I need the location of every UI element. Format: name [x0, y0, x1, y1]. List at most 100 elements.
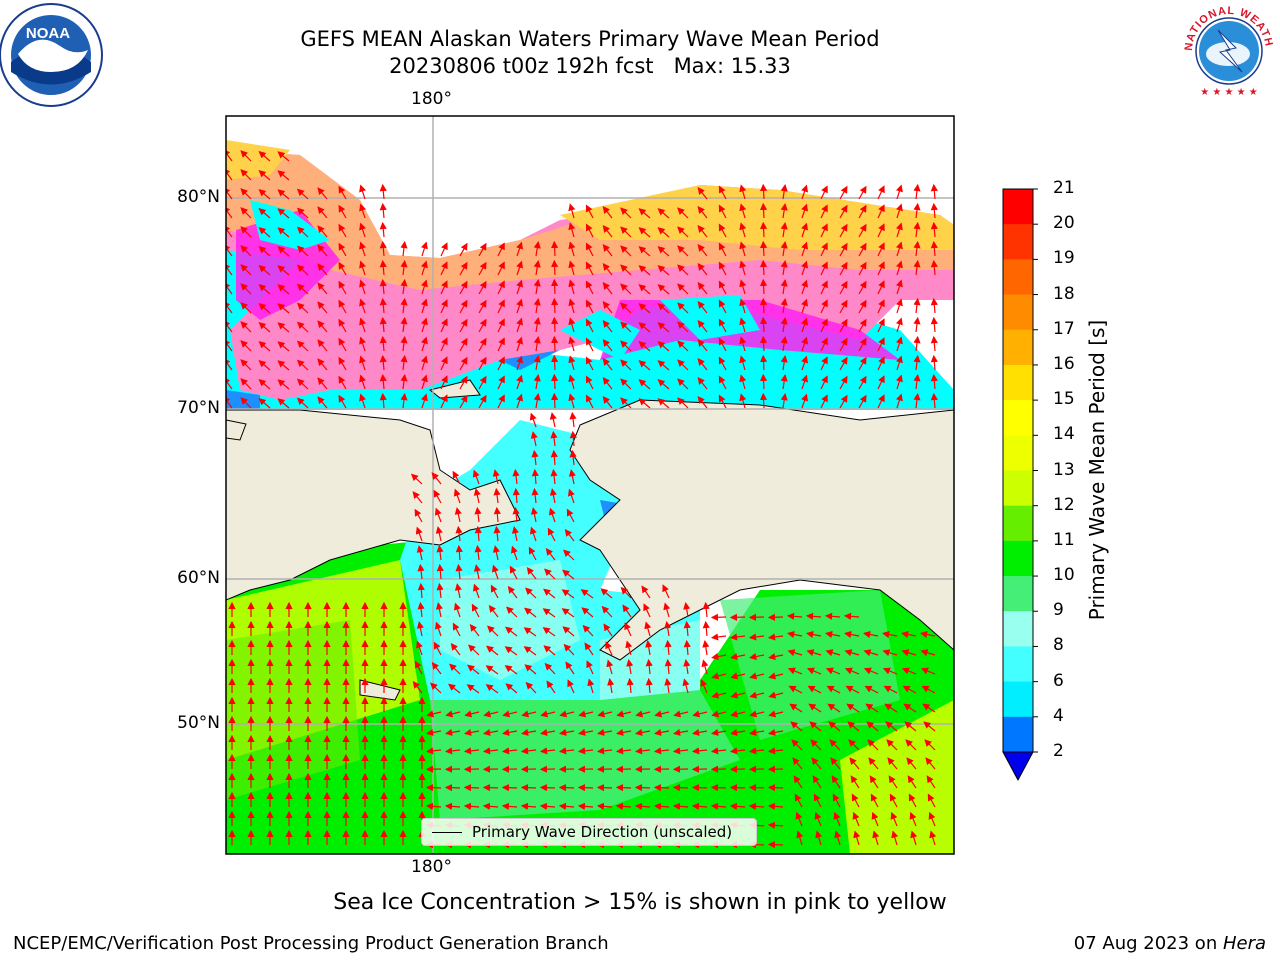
wave-arrow	[711, 672, 727, 680]
wave-arrow	[530, 507, 538, 523]
wave-arrow	[379, 240, 387, 257]
colorbar-extend-triangle	[1002, 751, 1034, 782]
wave-arrow	[226, 376, 233, 390]
wave-arrow	[820, 318, 828, 333]
wave-arrow	[551, 259, 559, 276]
wave-arrow	[839, 356, 848, 371]
wave-arrow	[895, 317, 903, 333]
wave-arrow	[433, 641, 442, 656]
wave-arrow	[683, 659, 691, 675]
wave-arrow	[511, 526, 519, 542]
wave-arrow	[226, 300, 233, 314]
wave-arrow	[895, 260, 903, 276]
wave-arrow	[711, 653, 727, 661]
wave-arrow	[739, 298, 747, 314]
wave-arrow	[820, 280, 828, 295]
wave-arrow	[416, 545, 424, 561]
wave-arrow	[296, 245, 309, 257]
wave-arrow	[585, 318, 594, 333]
wave-arrow	[780, 203, 788, 219]
wave-arrow	[815, 830, 823, 846]
wave-arrow	[868, 757, 879, 770]
wave-arrow	[759, 335, 768, 352]
wave-arrow	[226, 148, 233, 162]
wave-arrow	[780, 317, 788, 333]
wave-arrow	[542, 608, 556, 618]
wave-arrow	[925, 757, 936, 770]
wave-arrow	[497, 261, 505, 276]
wave-arrow	[677, 302, 689, 314]
wave-arrow	[416, 621, 424, 637]
wave-arrow	[546, 680, 556, 694]
wave-arrow	[827, 703, 841, 713]
colorbar	[1002, 188, 1038, 782]
wave-arrow	[478, 394, 487, 409]
wave-arrow	[697, 377, 708, 390]
colorbar-tick-label: 15	[1053, 389, 1075, 410]
wave-arrow	[869, 775, 879, 789]
wave-arrow	[533, 298, 541, 314]
wave-arrow	[620, 226, 632, 238]
wave-arrow	[865, 703, 879, 713]
wave-arrow	[780, 184, 788, 200]
wave-arrow	[615, 747, 632, 755]
wave-arrow	[811, 757, 822, 770]
wave-arrow	[434, 621, 442, 637]
wave-arrow	[882, 649, 898, 657]
lon-label-top: 180°	[411, 89, 452, 109]
wave-arrow	[359, 393, 366, 409]
wave-arrow	[587, 678, 595, 694]
wave-arrow	[787, 667, 803, 675]
wave-arrow	[643, 603, 651, 618]
wave-arrow	[767, 841, 784, 849]
wave-arrow	[561, 589, 575, 599]
wave-arrow	[620, 207, 632, 219]
wave-arrow	[767, 747, 784, 755]
wave-arrow	[449, 663, 461, 675]
wave-arrow	[615, 802, 632, 810]
wave-arrow	[478, 356, 487, 371]
wave-arrow	[543, 645, 556, 656]
wave-arrow	[277, 208, 290, 219]
wave-arrow	[497, 375, 505, 390]
wave-arrow	[240, 150, 252, 162]
wave-arrow	[832, 793, 841, 808]
wave-arrow	[420, 279, 428, 295]
wave-arrow	[420, 260, 428, 276]
wave-arrow	[812, 775, 822, 789]
wave-arrow	[739, 241, 747, 257]
wave-arrow	[858, 185, 867, 200]
wave-arrow	[258, 398, 271, 409]
wave-arrow	[620, 264, 632, 276]
wave-arrow	[277, 303, 290, 314]
colorbar-tick-label: 11	[1053, 529, 1075, 550]
wave-arrow	[820, 261, 828, 276]
wave-arrow	[701, 659, 709, 675]
wave-arrow	[478, 299, 487, 314]
wave-arrow	[414, 508, 423, 523]
wave-arrow	[603, 623, 613, 637]
wave-arrow	[839, 204, 848, 219]
wave-arrow	[568, 393, 576, 409]
wave-arrow	[844, 649, 860, 657]
wave-arrow	[903, 703, 917, 713]
wave-arrow	[464, 728, 480, 736]
wave-arrow	[400, 373, 408, 390]
wave-arrow	[877, 280, 885, 295]
wave-arrow	[473, 564, 481, 580]
wave-arrow	[853, 830, 861, 846]
wave-arrow	[338, 242, 347, 257]
wave-arrow	[718, 261, 727, 276]
wave-arrow	[426, 710, 442, 718]
wave-arrow	[525, 587, 537, 599]
colorbar-tick-label: 8	[1053, 635, 1064, 656]
colorbar-swatch	[1003, 259, 1033, 296]
wave-arrow	[466, 684, 480, 694]
wave-arrow	[845, 685, 860, 694]
wave-arrow	[739, 279, 747, 295]
wave-arrow	[497, 299, 505, 314]
colorbar-label: Primary Wave Mean Period [s]	[1085, 319, 1109, 621]
wave-arrow	[759, 373, 768, 390]
wave-arrow	[459, 394, 468, 409]
wave-arrow	[826, 685, 841, 694]
